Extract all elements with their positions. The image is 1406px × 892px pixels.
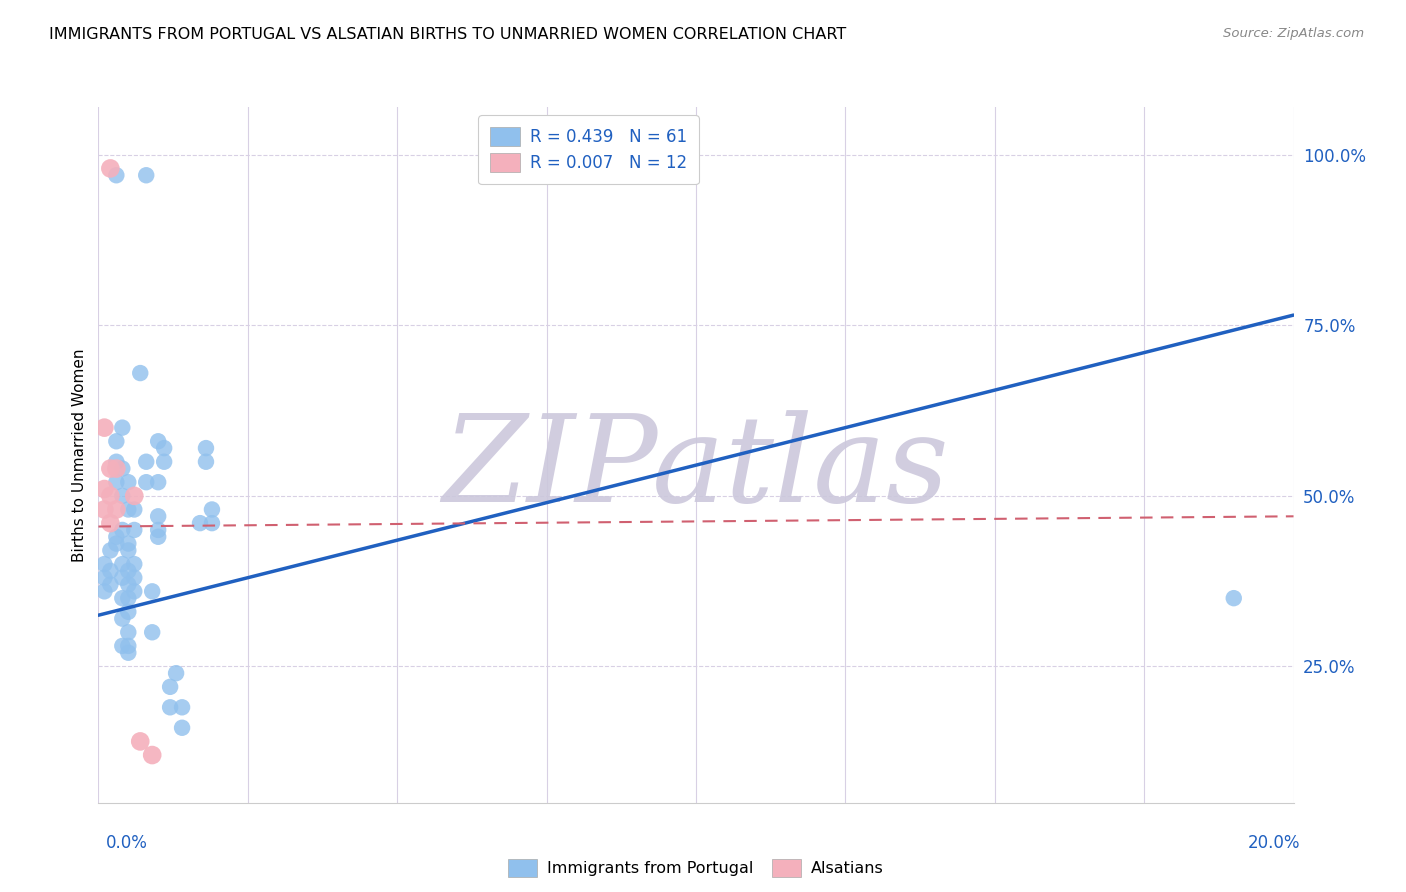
Point — [105, 475, 128, 490]
Point — [111, 420, 134, 434]
Point — [111, 639, 134, 653]
Point — [148, 530, 170, 544]
Point — [148, 475, 170, 490]
Y-axis label: Births to Unmarried Women: Births to Unmarried Women — [72, 348, 87, 562]
Text: ZIPatlas: ZIPatlas — [443, 410, 949, 527]
Point — [93, 482, 115, 496]
Point — [98, 489, 122, 503]
Legend: Immigrants from Portugal, Alsatians: Immigrants from Portugal, Alsatians — [501, 851, 891, 885]
Point — [105, 168, 128, 182]
Point — [148, 523, 170, 537]
Point — [124, 523, 146, 537]
Point — [153, 441, 176, 455]
Point — [135, 168, 157, 182]
Point — [159, 680, 181, 694]
Text: IMMIGRANTS FROM PORTUGAL VS ALSATIAN BIRTHS TO UNMARRIED WOMEN CORRELATION CHART: IMMIGRANTS FROM PORTUGAL VS ALSATIAN BIR… — [49, 27, 846, 42]
Text: Source: ZipAtlas.com: Source: ZipAtlas.com — [1223, 27, 1364, 40]
Point — [129, 734, 152, 748]
Point — [159, 700, 181, 714]
Point — [124, 557, 146, 571]
Point — [117, 605, 139, 619]
Point — [117, 536, 139, 550]
Point — [148, 509, 170, 524]
Point — [111, 591, 134, 606]
Point — [172, 721, 194, 735]
Point — [194, 441, 218, 455]
Point — [111, 523, 134, 537]
Point — [93, 584, 115, 599]
Point — [105, 461, 128, 475]
Point — [117, 646, 139, 660]
Point — [124, 489, 146, 503]
Point — [141, 747, 163, 762]
Point — [141, 584, 163, 599]
Point — [117, 577, 139, 591]
Point — [93, 557, 115, 571]
Point — [105, 455, 128, 469]
Point — [111, 489, 134, 503]
Point — [111, 557, 134, 571]
Point — [124, 502, 146, 516]
Point — [124, 571, 146, 585]
Text: 0.0%: 0.0% — [105, 834, 148, 852]
Point — [105, 502, 128, 516]
Point — [98, 461, 122, 475]
Point — [201, 502, 224, 516]
Point — [93, 502, 115, 516]
Point — [124, 584, 146, 599]
Point — [194, 455, 218, 469]
Point — [129, 366, 152, 380]
Point — [135, 455, 157, 469]
Point — [93, 420, 115, 434]
Point — [117, 564, 139, 578]
Point — [105, 536, 128, 550]
Point — [135, 475, 157, 490]
Point — [188, 516, 211, 530]
Point — [105, 434, 128, 449]
Text: 20.0%: 20.0% — [1249, 834, 1301, 852]
Point — [105, 530, 128, 544]
Point — [98, 516, 122, 530]
Point — [172, 700, 194, 714]
Point — [111, 612, 134, 626]
Point — [148, 434, 170, 449]
Point — [141, 625, 163, 640]
Point — [111, 571, 134, 585]
Point — [201, 516, 224, 530]
Point — [117, 591, 139, 606]
Point — [165, 666, 187, 681]
Point — [98, 543, 122, 558]
Point — [98, 161, 122, 176]
Point — [117, 475, 139, 490]
Point — [98, 577, 122, 591]
Point — [93, 571, 115, 585]
Point — [117, 625, 139, 640]
Point — [111, 461, 134, 475]
Point — [117, 543, 139, 558]
Point — [117, 639, 139, 653]
Point — [98, 564, 122, 578]
Point — [153, 455, 176, 469]
Point — [117, 502, 139, 516]
Point — [1223, 591, 1246, 606]
